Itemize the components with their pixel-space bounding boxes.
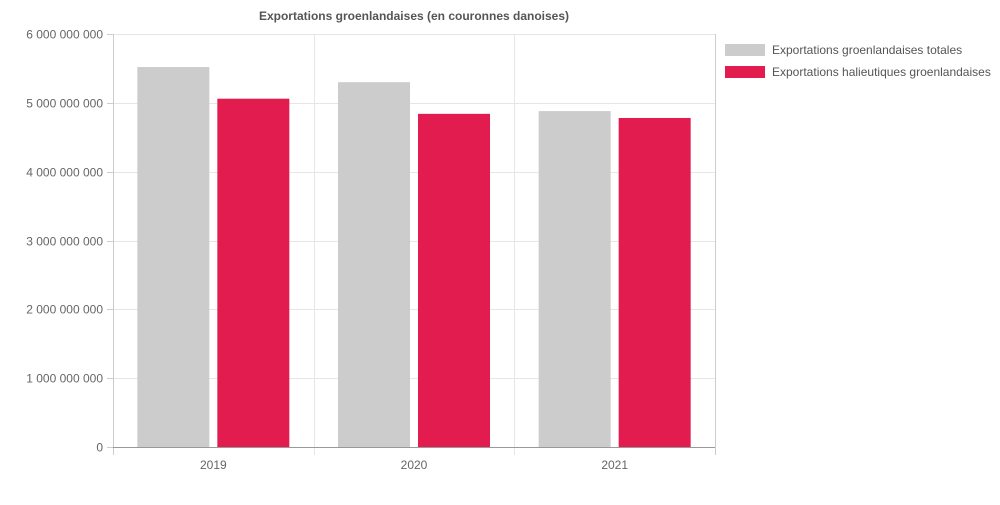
grid (113, 34, 716, 455)
y-tick-label: 6 000 000 000 (26, 28, 103, 42)
x-tick-label: 2021 (601, 458, 628, 472)
y-tick-label: 0 (96, 441, 103, 455)
bar-2021-series-1 (538, 111, 611, 448)
x-tick-label: 2020 (401, 458, 428, 472)
legend-item[interactable]: Exportations halieutiques groenlandaises (725, 65, 991, 79)
bar-2020-series-1 (338, 82, 410, 447)
bar-2019-series-1 (137, 67, 210, 447)
y-tick-label: 5 000 000 000 (26, 97, 103, 111)
legend-label: Exportations halieutiques groenlandaises (772, 65, 991, 79)
legend-swatch (725, 66, 765, 78)
y-tick-label: 2 000 000 000 (26, 303, 103, 317)
x-tick-label: 2019 (200, 458, 227, 472)
legend-swatch (725, 44, 765, 56)
chart-title: Exportations groenlandaises (en couronne… (259, 9, 569, 23)
legend-item[interactable]: Exportations groenlandaises totales (725, 43, 962, 57)
legend[interactable]: Exportations groenlandaises totales Expor… (725, 43, 991, 79)
bar-2020-series-2 (418, 113, 490, 447)
y-tick-label: 1 000 000 000 (26, 372, 103, 386)
axes: 0 1 000 000 000 2 000 000 000 3 000 000 000… (26, 28, 715, 472)
y-tick-label: 3 000 000 000 (26, 235, 103, 249)
bars (137, 67, 691, 448)
y-tick-label: 4 000 000 000 (26, 166, 103, 180)
bar-2021-series-2 (618, 117, 691, 447)
bar-2019-series-2 (217, 98, 290, 447)
legend-label: Exportations groenlandaises totales (772, 43, 962, 57)
